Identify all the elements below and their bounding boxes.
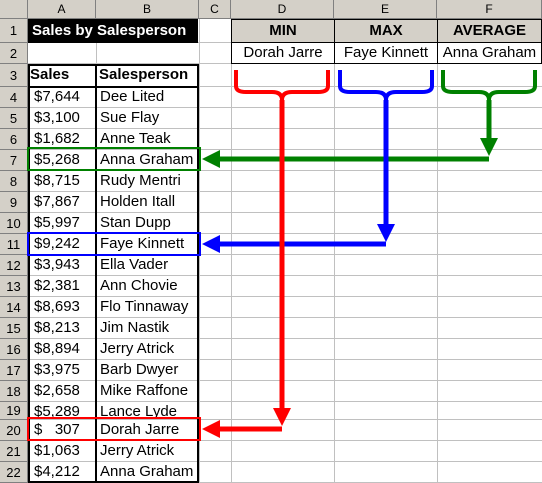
sales-cell[interactable]: $8,213 <box>34 319 80 336</box>
salesperson-cell[interactable]: Jim Nastik <box>100 319 170 336</box>
sales-cell[interactable]: $9,242 <box>34 235 80 252</box>
salesperson-cell[interactable]: Flo Tinnaway <box>100 298 189 315</box>
sales-cell[interactable]: $1,682 <box>34 130 80 147</box>
row-header-6[interactable]: 6 <box>0 129 28 150</box>
row-header-1[interactable]: 1 <box>0 19 28 43</box>
min-arrowhead-left-icon <box>202 420 220 438</box>
salesperson-cell[interactable]: Rudy Mentri <box>100 172 181 189</box>
average-row-highlight <box>27 147 201 171</box>
sales-cell[interactable]: $3,975 <box>34 361 80 378</box>
salesperson-cell[interactable]: Barb Dwyer <box>100 361 179 378</box>
average-arrowhead-left-icon <box>202 150 220 168</box>
salesperson-cell[interactable]: Ann Chovie <box>100 277 178 294</box>
min-arrowhead-down-icon <box>273 408 291 426</box>
row-header-10[interactable]: 10 <box>0 213 28 234</box>
salesperson-cell[interactable]: Anne Teak <box>100 130 171 147</box>
salesperson-cell[interactable]: Holden Itall <box>100 193 176 210</box>
column-header-e[interactable]: E <box>334 0 437 19</box>
salesperson-cell[interactable]: Mike Raffone <box>100 382 189 399</box>
max-arrowhead-down-icon <box>377 224 395 242</box>
row-header-19[interactable]: 19 <box>0 402 28 420</box>
sales-cell[interactable]: $7,644 <box>34 88 80 105</box>
column-header-a[interactable]: A <box>28 0 96 19</box>
sales-cell[interactable]: $2,381 <box>34 277 80 294</box>
salesperson-cell[interactable]: Anna Graham <box>100 463 194 480</box>
min-brace-icon <box>234 70 330 101</box>
column-header-d[interactable]: D <box>231 0 334 19</box>
max-result-cell[interactable]: Faye Kinnett <box>334 42 438 64</box>
row-header-14[interactable]: 14 <box>0 297 28 318</box>
row-header-21[interactable]: 21 <box>0 441 28 462</box>
salesperson-header-cell[interactable]: Salesperson <box>99 66 189 83</box>
salesperson-cell[interactable]: Lance Lyde <box>100 403 178 420</box>
row-header-12[interactable]: 12 <box>0 255 28 276</box>
sales-cell[interactable]: $1,063 <box>34 442 80 459</box>
row-header-5[interactable]: 5 <box>0 108 28 129</box>
column-header-c[interactable]: C <box>199 0 231 19</box>
row-header-2[interactable]: 2 <box>0 43 28 64</box>
row-header-17[interactable]: 17 <box>0 360 28 381</box>
min-row-highlight <box>27 417 201 441</box>
salesperson-cell[interactable]: Dorah Jarre <box>100 421 180 438</box>
average-arrowhead-down-icon <box>480 138 498 156</box>
select-all-corner[interactable] <box>0 0 28 19</box>
max-header-cell[interactable]: MAX <box>334 19 438 43</box>
sales-cell[interactable]: $ 307 <box>34 421 80 438</box>
row-header-13[interactable]: 13 <box>0 276 28 297</box>
row-header-3[interactable]: 3 <box>0 64 28 87</box>
salesperson-cell[interactable]: Anna Graham <box>100 151 194 168</box>
sales-cell[interactable]: $3,943 <box>34 256 80 273</box>
salesperson-cell[interactable]: Sue Flay <box>100 109 160 126</box>
sales-cell[interactable]: $8,894 <box>34 340 80 357</box>
salesperson-cell[interactable]: Faye Kinnett <box>100 235 185 252</box>
sales-cell[interactable]: $7,867 <box>34 193 80 210</box>
max-brace-icon <box>338 70 434 101</box>
average-result-cell[interactable]: Anna Graham <box>437 42 542 64</box>
row-header-18[interactable]: 18 <box>0 381 28 402</box>
column-header-b[interactable]: B <box>96 0 199 19</box>
row-header-4[interactable]: 4 <box>0 87 28 108</box>
max-row-highlight <box>27 232 201 256</box>
salesperson-cell[interactable]: Stan Dupp <box>100 214 171 231</box>
sales-cell[interactable]: $5,289 <box>34 403 80 420</box>
salesperson-cell[interactable]: Jerry Atrick <box>100 442 175 459</box>
average-brace-icon <box>441 70 537 101</box>
row-header-22[interactable]: 22 <box>0 462 28 483</box>
sheet-title-cell[interactable]: Sales by Salesperson <box>28 19 198 43</box>
row-header-20[interactable]: 20 <box>0 420 28 441</box>
sales-cell[interactable]: $2,658 <box>34 382 80 399</box>
sales-cell[interactable]: $3,100 <box>34 109 80 126</box>
sales-cell[interactable]: $8,715 <box>34 172 80 189</box>
salesperson-cell[interactable]: Jerry Atrick <box>100 340 175 357</box>
row-header-9[interactable]: 9 <box>0 192 28 213</box>
salesperson-cell[interactable]: Ella Vader <box>100 256 169 273</box>
sales-cell[interactable]: $5,268 <box>34 151 80 168</box>
row-header-8[interactable]: 8 <box>0 171 28 192</box>
sales-header-cell[interactable]: Sales <box>30 66 70 83</box>
row-header-15[interactable]: 15 <box>0 318 28 339</box>
row-header-16[interactable]: 16 <box>0 339 28 360</box>
sales-cell[interactable]: $8,693 <box>34 298 80 315</box>
sales-cell[interactable]: $4,212 <box>34 463 80 480</box>
salesperson-cell[interactable]: Dee Lited <box>100 88 165 105</box>
sales-cell[interactable]: $5,997 <box>34 214 80 231</box>
header-underline <box>28 86 199 88</box>
column-divider <box>95 64 97 483</box>
max-arrowhead-left-icon <box>202 235 220 253</box>
